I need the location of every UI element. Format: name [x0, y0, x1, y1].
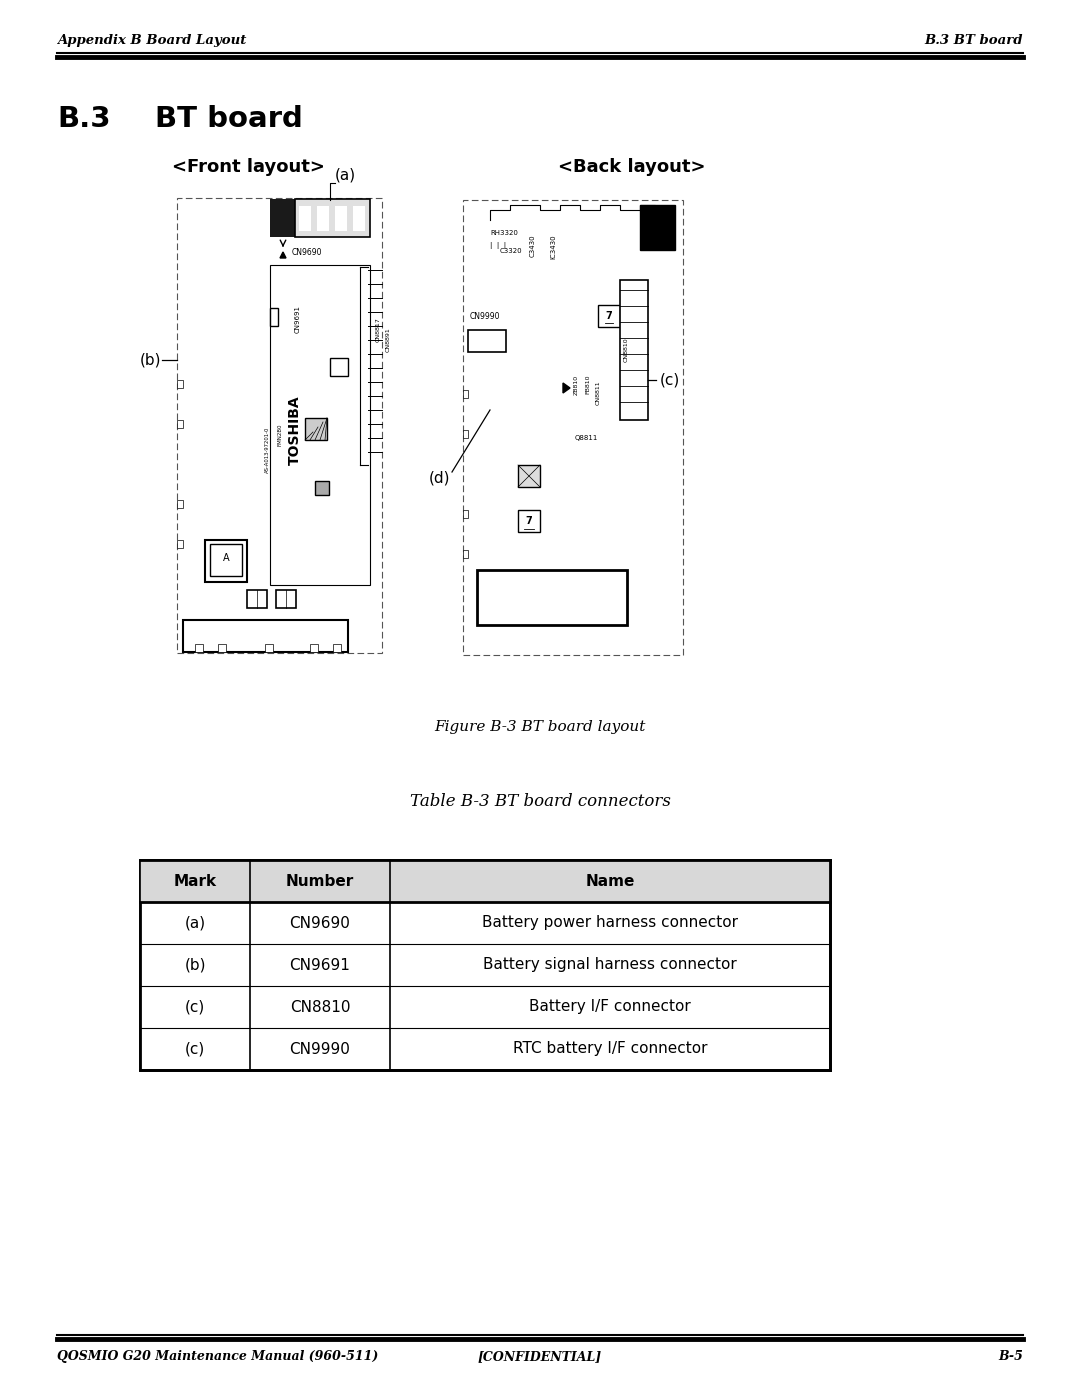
Text: CN9990: CN9990 — [470, 312, 500, 321]
Bar — [335, 205, 347, 231]
Text: [CONFIDENTIAL]: [CONFIDENTIAL] — [478, 1350, 602, 1363]
Text: ZB810: ZB810 — [573, 374, 579, 395]
Text: QOSMIO G20 Maintenance Manual (960-511): QOSMIO G20 Maintenance Manual (960-511) — [57, 1350, 378, 1363]
Text: CN9990: CN9990 — [289, 1042, 350, 1056]
Text: (c): (c) — [660, 373, 680, 387]
Bar — [620, 279, 648, 420]
Text: Battery power harness connector: Battery power harness connector — [482, 915, 738, 930]
Text: |  |  |: | | | — [490, 242, 507, 249]
Text: Mark: Mark — [174, 873, 217, 888]
Bar — [210, 543, 242, 576]
Bar — [333, 644, 341, 652]
Bar — [315, 481, 329, 495]
Polygon shape — [280, 251, 286, 258]
Text: A: A — [222, 553, 229, 563]
Bar — [265, 644, 273, 652]
Bar — [463, 390, 468, 398]
Text: Number: Number — [286, 873, 354, 888]
Text: <Back layout>: <Back layout> — [558, 158, 705, 176]
Text: C3320: C3320 — [500, 249, 523, 254]
Bar — [177, 500, 183, 509]
Bar — [177, 198, 382, 652]
Bar — [463, 430, 468, 439]
Bar — [140, 861, 831, 902]
Bar — [353, 205, 365, 231]
Text: RH3320: RH3320 — [490, 231, 518, 236]
Bar — [463, 200, 683, 655]
Text: Appendix B Board Layout: Appendix B Board Layout — [57, 34, 246, 47]
Text: CN8817: CN8817 — [376, 317, 381, 342]
Text: (a): (a) — [185, 915, 205, 930]
Text: Figure B-3 BT board layout: Figure B-3 BT board layout — [434, 719, 646, 733]
Bar — [140, 861, 831, 1070]
Text: CN8891: CN8891 — [386, 328, 391, 352]
Bar — [218, 644, 226, 652]
Bar — [276, 590, 296, 608]
Bar — [640, 205, 675, 250]
Bar — [270, 265, 370, 585]
Bar — [598, 305, 620, 327]
Bar — [518, 510, 540, 532]
Text: B.3 BT board: B.3 BT board — [924, 34, 1023, 47]
Bar — [477, 570, 627, 624]
Text: CN8810: CN8810 — [624, 338, 629, 362]
Text: 7: 7 — [606, 312, 612, 321]
Text: CN8810: CN8810 — [289, 999, 350, 1014]
Bar — [270, 198, 295, 237]
Bar — [195, 644, 203, 652]
Text: Battery signal harness connector: Battery signal harness connector — [483, 957, 737, 972]
Text: FMN2B0: FMN2B0 — [278, 423, 283, 446]
Text: CN8811: CN8811 — [596, 380, 600, 405]
Bar — [330, 358, 348, 376]
Bar — [270, 307, 278, 326]
Text: (b): (b) — [140, 352, 162, 367]
Text: (c): (c) — [185, 999, 205, 1014]
Text: 7: 7 — [526, 515, 532, 527]
Text: RTC battery I/F connector: RTC battery I/F connector — [513, 1042, 707, 1056]
Text: CN9691: CN9691 — [289, 957, 350, 972]
Bar — [305, 418, 327, 440]
Text: B-5: B-5 — [998, 1350, 1023, 1363]
Bar — [310, 644, 318, 652]
Text: C3430: C3430 — [530, 235, 536, 257]
Polygon shape — [563, 383, 570, 393]
Bar — [177, 420, 183, 427]
Text: (a): (a) — [335, 168, 356, 183]
Bar — [177, 380, 183, 388]
Bar — [318, 205, 329, 231]
Text: CN9690: CN9690 — [292, 249, 323, 257]
Bar — [295, 198, 370, 237]
Text: (d): (d) — [429, 471, 450, 486]
Bar — [463, 510, 468, 518]
Bar — [463, 550, 468, 557]
Bar — [183, 620, 348, 652]
Text: Name: Name — [585, 873, 635, 888]
Text: CN9691: CN9691 — [295, 305, 301, 332]
Bar — [518, 465, 540, 488]
Text: CN9690: CN9690 — [289, 915, 350, 930]
Text: (b): (b) — [185, 957, 206, 972]
Bar — [177, 541, 183, 548]
Bar — [247, 590, 267, 608]
Text: <Front layout>: <Front layout> — [172, 158, 324, 176]
Text: (c): (c) — [185, 1042, 205, 1056]
Text: IC3430: IC3430 — [550, 235, 556, 258]
Bar — [299, 205, 311, 231]
Bar — [205, 541, 247, 583]
Bar — [468, 330, 507, 352]
Text: TOSHIBA: TOSHIBA — [288, 395, 302, 465]
Text: BT board: BT board — [156, 105, 302, 133]
Text: Table B-3 BT board connectors: Table B-3 BT board connectors — [409, 793, 671, 810]
Text: AS-A013-97201-0: AS-A013-97201-0 — [265, 427, 270, 474]
Text: B.3: B.3 — [57, 105, 110, 133]
Text: Battery I/F connector: Battery I/F connector — [529, 999, 691, 1014]
Text: FB810: FB810 — [585, 374, 590, 394]
Text: Q8811: Q8811 — [575, 434, 598, 441]
